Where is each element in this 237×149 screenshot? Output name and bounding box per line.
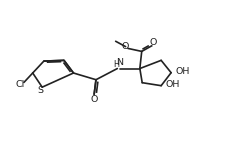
Text: O: O [150,38,157,47]
Text: OH: OH [165,80,180,89]
Text: OH: OH [175,67,190,76]
Text: O: O [121,42,129,51]
Text: Cl: Cl [15,80,24,89]
Text: H: H [113,60,119,69]
Text: N: N [116,58,123,67]
Text: O: O [90,95,98,104]
Text: S: S [37,86,43,95]
